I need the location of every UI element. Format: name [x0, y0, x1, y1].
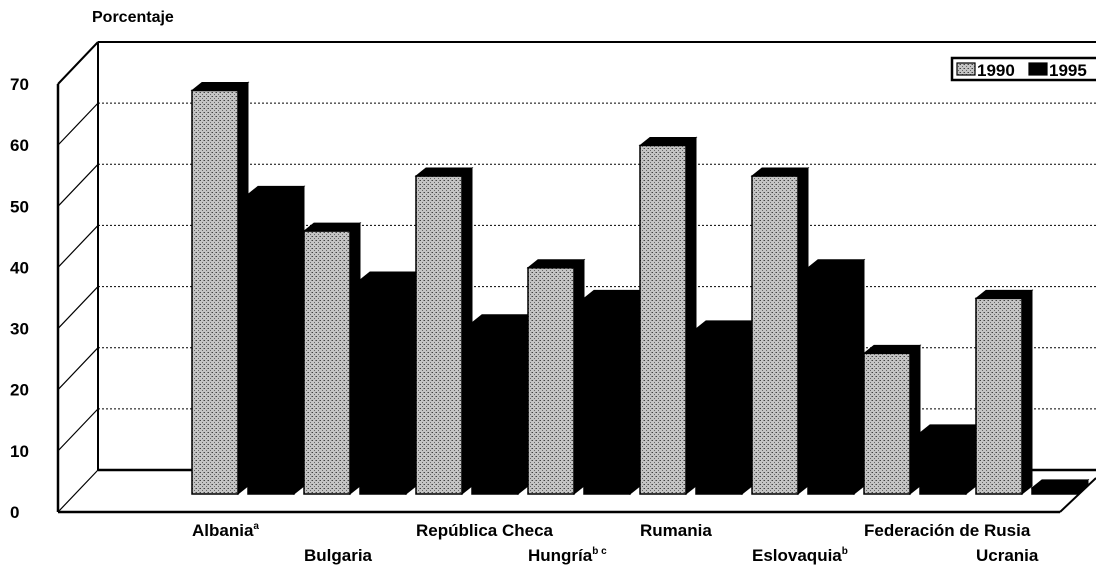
left-wall-tick-line — [57, 469, 99, 513]
y-tick-label: 70 — [10, 75, 29, 94]
bar-1995-1 — [246, 185, 306, 496]
legend-label-1995: 1995 — [1049, 61, 1087, 80]
bar-1990-6 — [750, 167, 810, 496]
bar-1990-7 — [862, 344, 922, 496]
bar-1990-5 — [638, 136, 698, 496]
legend-box — [950, 56, 1096, 82]
bar-1995-5 — [694, 319, 754, 496]
left-wall-tick-line — [57, 41, 99, 85]
bar-1990-1 — [190, 81, 250, 496]
x-tick-label: Bulgaria — [304, 546, 373, 565]
legend-swatch-1995 — [1028, 62, 1048, 76]
labels-layer: 0 10 20 30 40 50 60 70 Albaniaa Bulgaria República… — [10, 75, 1039, 565]
left-wall-tick-line — [57, 347, 99, 391]
left-wall-tick-line — [57, 163, 99, 207]
bar-1990-4 — [526, 258, 586, 496]
x-tick-label: Rumania — [640, 521, 712, 540]
left-wall-tick-line — [57, 225, 99, 268]
x-tick-label: Eslovaquiab — [752, 546, 848, 565]
y-tick-label: 60 — [10, 136, 29, 155]
legend-label-1990: 1990 — [977, 61, 1015, 80]
bars-layer — [190, 81, 1090, 496]
x-tick-label: Ucrania — [976, 546, 1039, 565]
bar-1995-2 — [358, 270, 418, 496]
y-tick-label: 40 — [10, 258, 29, 277]
legend: 1990 1995 — [950, 56, 1096, 82]
x-tick-label: República Checa — [416, 521, 554, 540]
bar-1995-6 — [806, 258, 866, 496]
bar-1990-8 — [974, 289, 1034, 496]
bar-1990-3 — [414, 167, 474, 496]
x-tick-label: Albaniaa — [192, 521, 259, 540]
y-tick-label: 10 — [10, 442, 29, 461]
y-tick-label: 50 — [10, 197, 29, 216]
y-tick-label: 0 — [10, 503, 19, 522]
left-wall-tick-line — [57, 408, 99, 452]
bar-1990-2 — [302, 222, 362, 496]
left-wall-tick-line — [57, 286, 99, 329]
floor-right-edge — [1059, 477, 1096, 513]
bar-1995-4 — [582, 289, 642, 496]
y-tick-label: 20 — [10, 381, 29, 400]
y-axis-label: Porcentaje — [92, 9, 174, 26]
x-tick-label: Hungríab c — [528, 546, 607, 565]
y-tick-label: 30 — [10, 320, 29, 339]
left-wall-tick-line — [57, 102, 99, 146]
x-tick-label: Federación de Rusia — [864, 521, 1031, 540]
bar-1995-7 — [918, 423, 978, 496]
legend-swatch-1990 — [956, 62, 976, 76]
bar-1995-8 — [1030, 478, 1090, 496]
bar-1995-3 — [470, 313, 530, 496]
